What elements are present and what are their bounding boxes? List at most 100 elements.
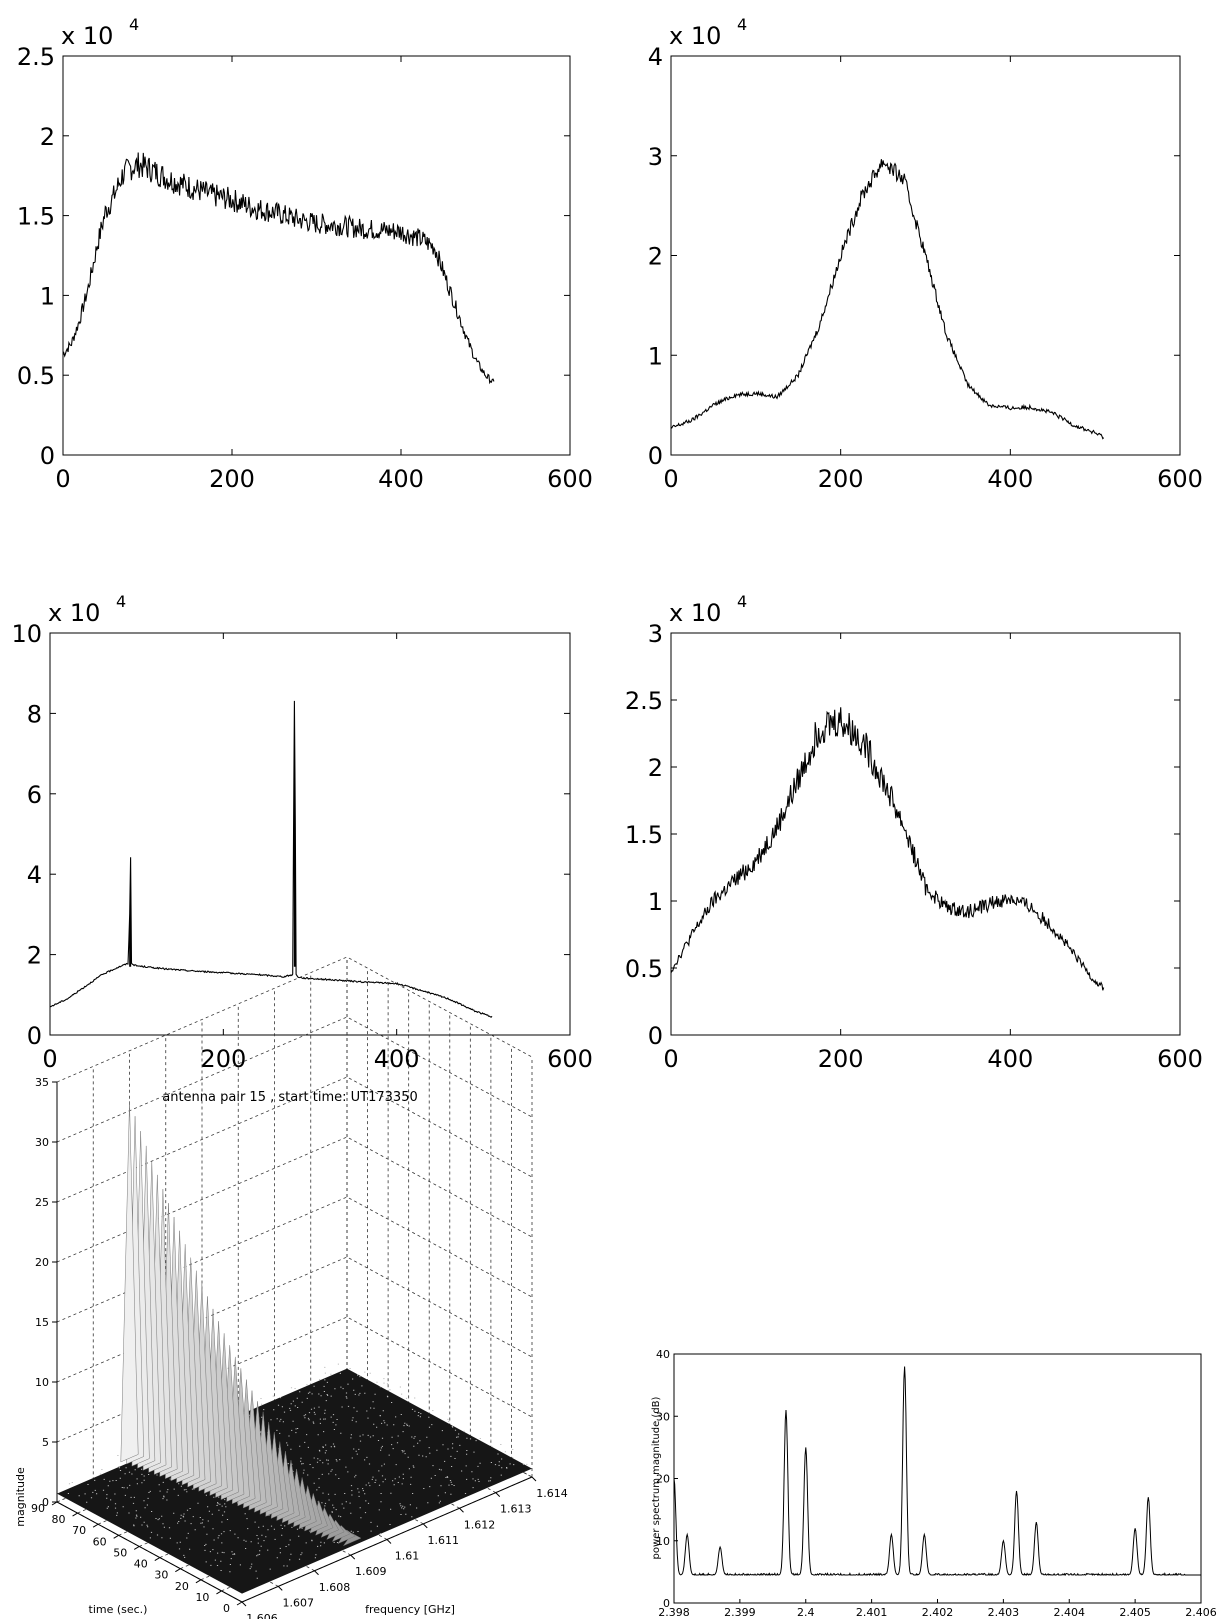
y-tick — [195, 1579, 202, 1584]
surface-panel: antenna pair 15 , start time: UT173350 1.… — [14, 956, 568, 1619]
y-tick-label: 1 — [648, 342, 663, 370]
z-tick-label: 15 — [35, 1316, 49, 1329]
y-tick-label: 2.5 — [17, 43, 55, 71]
y-tick-label: 6 — [27, 781, 42, 809]
x-tick-label: 0 — [55, 465, 70, 493]
y-tick-label: 0 — [648, 1022, 663, 1050]
y-tick-label: 2.5 — [625, 687, 663, 715]
plot-frame — [673, 1353, 1202, 1604]
x-tick-label: 400 — [987, 465, 1033, 493]
x-tick-label: 200 — [209, 465, 255, 493]
x-tick-label: 2.402 — [922, 1606, 954, 1619]
x-tick-label: 0 — [663, 1045, 678, 1073]
x-tick-label: 1.612 — [464, 1518, 496, 1531]
y-exponent-power: 4 — [737, 15, 747, 34]
y-exponent-power: 4 — [737, 592, 747, 611]
y-tick — [175, 1568, 181, 1573]
chart-panel-1: 0 200 400 600 0 0.5 1 1.5 2 2.5x 10 4 — [17, 15, 593, 493]
y-tick-label: 1 — [40, 282, 55, 310]
x-tick-label: 2.404 — [1054, 1606, 1086, 1619]
y-tick-label: 0 — [223, 1602, 230, 1615]
x-tick-label: 1.607 — [283, 1596, 315, 1609]
x-tick-label: 0 — [663, 465, 678, 493]
y-tick-label: 0 — [27, 1022, 42, 1050]
y-tick-label: 30 — [656, 1410, 670, 1423]
x-tick-label: 2.403 — [988, 1606, 1020, 1619]
y-tick-label: 20 — [175, 1580, 189, 1593]
y-tick-label: 8 — [27, 700, 42, 728]
grid-line — [56, 956, 533, 1083]
x-tick-label: 2.405 — [1119, 1606, 1151, 1619]
surface-title: antenna pair 15 , start time: UT173350 — [162, 1090, 418, 1105]
x-tick-label: 400 — [987, 1045, 1033, 1073]
x-tick-label: 600 — [547, 1045, 593, 1073]
y-tick-label: 4 — [648, 43, 663, 71]
x-tick-label: 400 — [378, 465, 424, 493]
x-tick — [422, 1523, 428, 1529]
surface-ridge — [120, 1101, 362, 1547]
y-tick-label: 2 — [648, 754, 663, 782]
x-tick-label: 200 — [818, 1045, 864, 1073]
y-tick — [72, 1512, 78, 1517]
y-tick-label: 0 — [663, 1597, 670, 1610]
x-tick-label: 600 — [1157, 1045, 1203, 1073]
z-tick-label: 20 — [35, 1256, 49, 1269]
y-tick — [133, 1546, 140, 1550]
x-tick — [495, 1492, 501, 1497]
y-tick-label: 80 — [52, 1513, 66, 1526]
y-tick-label: 3 — [648, 143, 663, 171]
y-tick-label: 0 — [40, 442, 55, 470]
y-tick-label: 2 — [648, 243, 663, 271]
y-tick — [92, 1523, 99, 1528]
y-exponent-label: x 10 — [669, 22, 721, 50]
z-tick-label: 35 — [35, 1076, 49, 1089]
y-tick-label: 4 — [27, 861, 42, 889]
x-tick — [277, 1586, 283, 1591]
y-tick — [154, 1557, 161, 1561]
x-tick — [459, 1507, 464, 1513]
y-tick-label: 3 — [648, 620, 663, 648]
ridge-slice — [342, 1533, 362, 1547]
spectrum-panel: 2.398 2.399 2.4 2.401 2.402 2.403 2.404 2.405 2.… — [651, 1348, 1217, 1619]
y-tick — [216, 1590, 222, 1595]
y-tick-label: 0.5 — [625, 955, 663, 983]
z-tick-label: 5 — [42, 1436, 49, 1449]
plot-frame — [49, 632, 571, 1036]
y-tick-label: 10 — [656, 1535, 670, 1548]
x-tick — [314, 1570, 319, 1576]
x-tick-label: 0 — [42, 1045, 57, 1073]
x-tick-label: 1.611 — [428, 1534, 460, 1547]
x-tick-label: 2.4 — [797, 1606, 815, 1619]
series-line — [670, 707, 1105, 991]
x-tick-label: 1.608 — [319, 1581, 351, 1594]
plot-frame — [62, 55, 571, 456]
x-tick-label: 2.401 — [856, 1606, 888, 1619]
y-tick-label: 50 — [113, 1546, 127, 1559]
y-tick-label: 1.5 — [625, 821, 663, 849]
y-tick — [113, 1534, 119, 1539]
x-tick-label: 2.399 — [724, 1606, 756, 1619]
y-tick-label: 60 — [93, 1535, 107, 1548]
plot-frame — [670, 632, 1181, 1036]
x-tick-label: 1.609 — [355, 1565, 387, 1578]
z-tick-label: 25 — [35, 1196, 49, 1209]
x-tick-label: 200 — [818, 465, 864, 493]
series-line — [62, 152, 495, 385]
y-tick-label: 70 — [72, 1524, 86, 1537]
z-tick-label: 0 — [42, 1496, 49, 1509]
z-tick-label: 10 — [35, 1376, 49, 1389]
y-tick-label: 40 — [656, 1348, 670, 1361]
y-tick-label: 2 — [27, 942, 42, 970]
y-tick — [236, 1601, 243, 1606]
z-axis-label: magnitude — [14, 1467, 27, 1527]
y-tick-label: 0.5 — [17, 362, 55, 390]
x-tick — [531, 1476, 537, 1482]
y-tick-label: 2 — [40, 123, 55, 151]
z-tick-label: 30 — [35, 1136, 49, 1149]
y-tick-label: 20 — [656, 1473, 670, 1486]
y-exponent-power: 4 — [116, 592, 126, 611]
x-tick-label: 400 — [374, 1045, 420, 1073]
x-tick-label: 2.398 — [658, 1606, 690, 1619]
